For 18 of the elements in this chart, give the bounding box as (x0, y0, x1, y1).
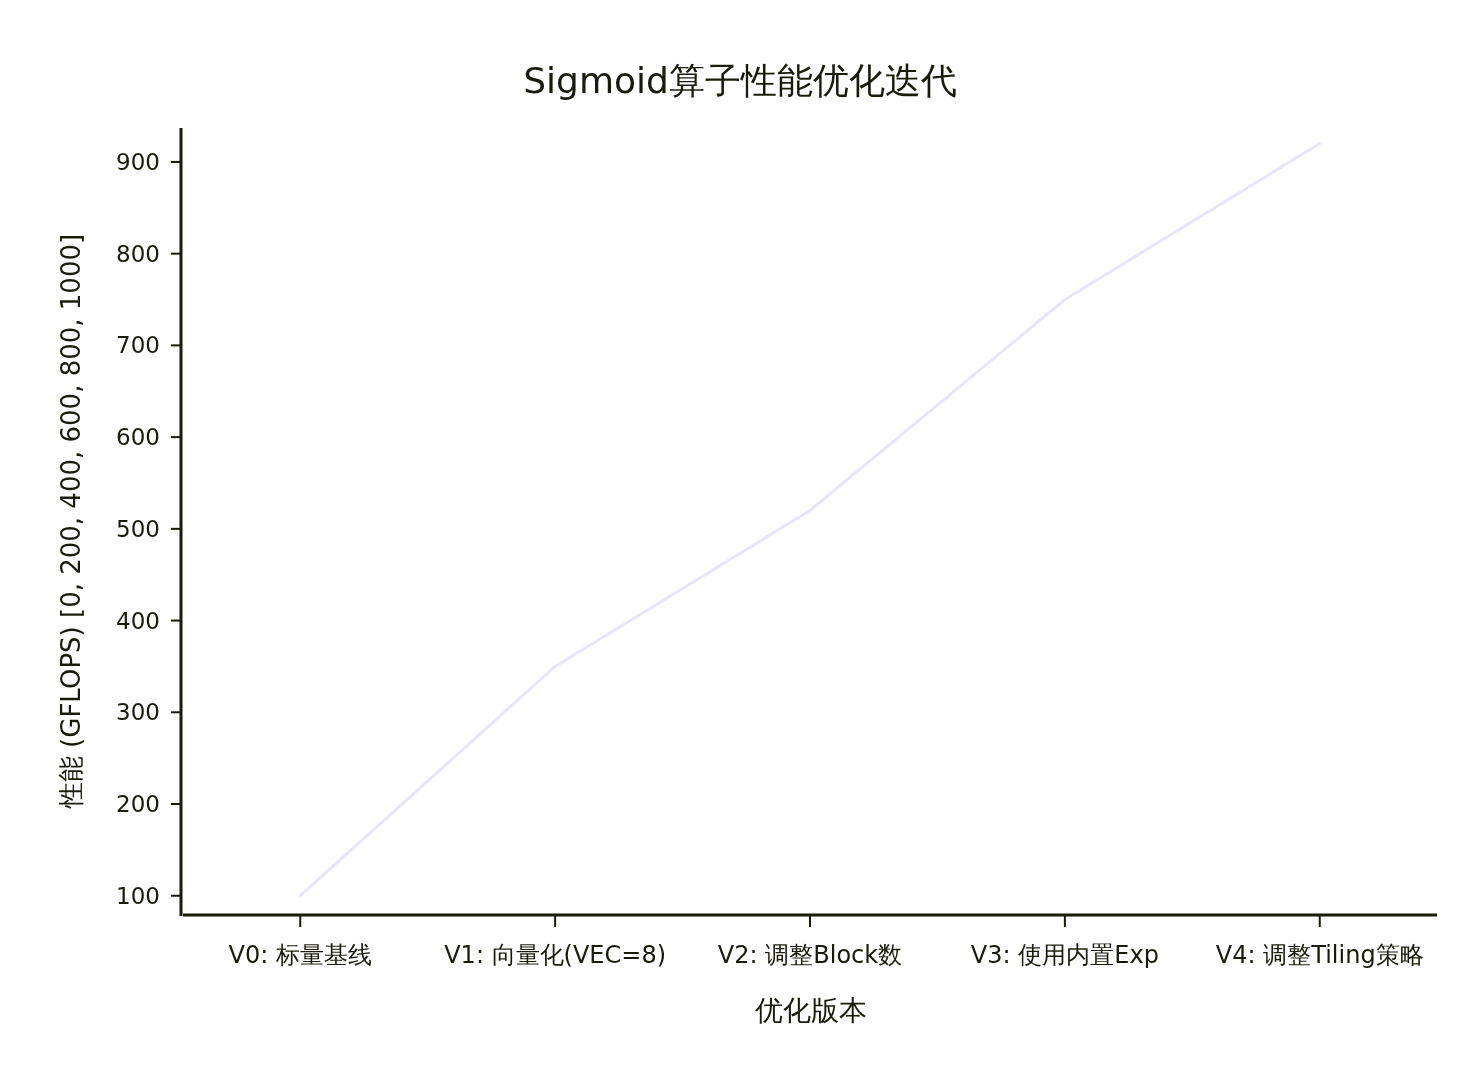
y-axis-title: 性能 (GFLOPS) [0, 200, 400, 600, 800, 1000] (56, 233, 86, 810)
x-tick-label: V4: 调整Tiling策略 (1215, 941, 1424, 969)
y-tick-label: 800 (116, 240, 160, 267)
y-tick-label: 900 (116, 148, 160, 175)
y-tick-label: 100 (116, 882, 160, 909)
y-tick-label: 700 (116, 332, 160, 359)
y-tick-label: 300 (116, 699, 160, 726)
y-tick-label: 400 (116, 607, 160, 634)
x-tick-label: V3: 使用内置Exp (970, 941, 1159, 969)
y-tick-label: 500 (116, 515, 160, 542)
line-series (298, 142, 1322, 898)
x-tick-label: V1: 向量化(VEC=8) (444, 941, 667, 969)
chart-title: Sigmoid算子性能优化迭代 (523, 60, 957, 101)
x-tick-label: V0: 标量基线 (228, 941, 372, 969)
y-tick-label: 600 (116, 424, 160, 451)
y-tick-label: 200 (116, 791, 160, 818)
x-axis-title: 优化版本 (755, 994, 867, 1027)
x-tick-label: V2: 调整Block数 (717, 941, 903, 969)
